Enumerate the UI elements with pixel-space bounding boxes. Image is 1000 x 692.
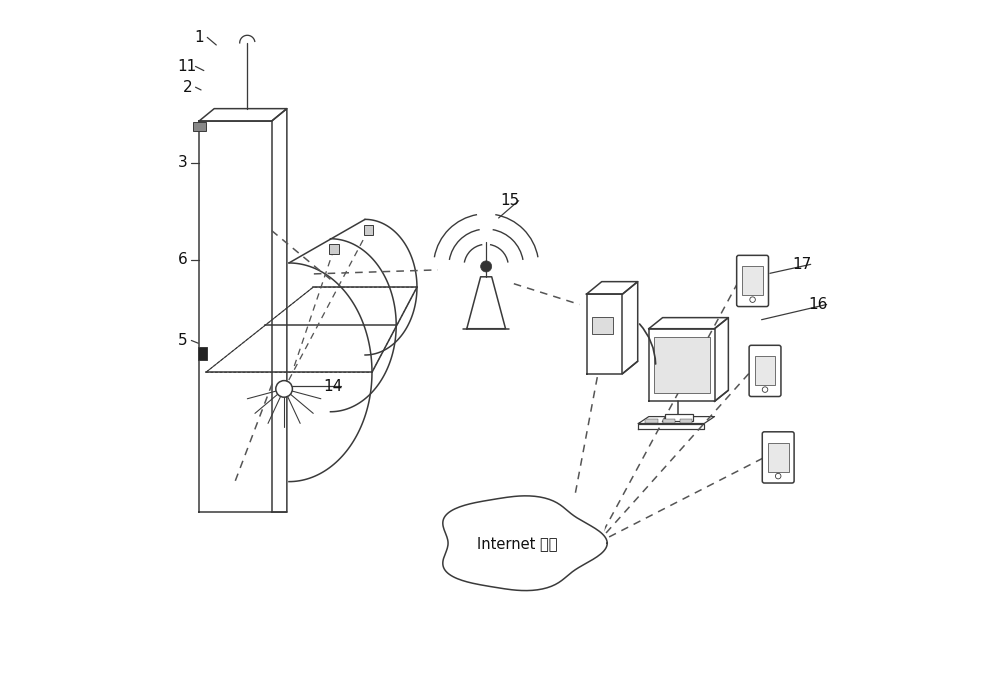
Text: 6: 6 xyxy=(178,252,188,267)
Ellipse shape xyxy=(529,518,609,574)
Bar xyxy=(755,356,775,385)
FancyBboxPatch shape xyxy=(737,255,768,307)
Circle shape xyxy=(762,387,768,392)
FancyBboxPatch shape xyxy=(749,345,781,397)
Ellipse shape xyxy=(474,489,561,550)
Circle shape xyxy=(481,261,492,272)
Text: Internet 网络: Internet 网络 xyxy=(477,536,558,551)
Circle shape xyxy=(750,297,755,302)
Ellipse shape xyxy=(430,496,517,557)
Circle shape xyxy=(276,381,292,397)
Bar xyxy=(592,316,613,334)
Bar xyxy=(654,337,710,393)
Bar xyxy=(198,347,207,360)
Circle shape xyxy=(775,473,781,479)
Text: 5: 5 xyxy=(178,333,188,348)
Bar xyxy=(364,225,373,235)
Text: 2: 2 xyxy=(182,80,192,95)
Ellipse shape xyxy=(446,538,533,590)
Text: 15: 15 xyxy=(501,193,520,208)
Polygon shape xyxy=(467,277,506,329)
Ellipse shape xyxy=(426,518,505,574)
Text: 3: 3 xyxy=(178,155,188,170)
Bar xyxy=(665,414,693,421)
Bar xyxy=(663,419,675,423)
Ellipse shape xyxy=(438,496,597,590)
Text: 14: 14 xyxy=(323,379,342,394)
Bar xyxy=(742,266,763,295)
Bar xyxy=(768,443,789,472)
Bar xyxy=(329,244,339,254)
Bar xyxy=(193,122,206,131)
Bar xyxy=(680,419,692,423)
Text: 16: 16 xyxy=(809,297,828,312)
FancyBboxPatch shape xyxy=(762,432,794,483)
Text: 1: 1 xyxy=(194,30,204,45)
Bar xyxy=(645,419,658,423)
Ellipse shape xyxy=(517,496,605,557)
Ellipse shape xyxy=(501,538,589,590)
Text: 17: 17 xyxy=(793,257,812,272)
Text: 11: 11 xyxy=(178,59,197,74)
